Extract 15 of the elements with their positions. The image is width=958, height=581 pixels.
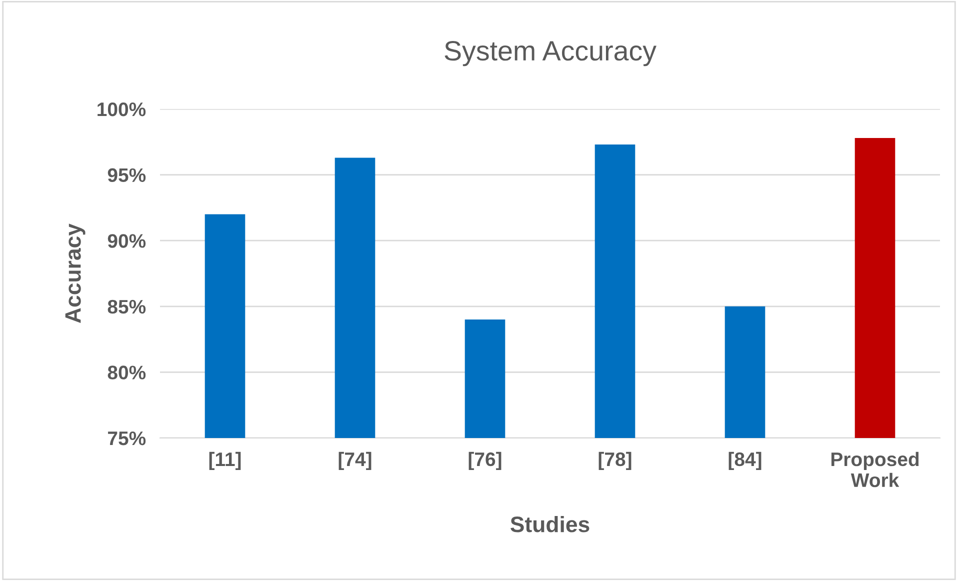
chart-title: System Accuracy (444, 40, 656, 66)
x-tick-label: [11] (209, 452, 241, 470)
y-tick-label: 85% (108, 300, 146, 314)
x-tick-label: Proposed Work (831, 452, 919, 488)
y-tick-label: 90% (108, 234, 146, 248)
x-tick-label: [76] (468, 452, 502, 470)
x-axis-title: Studies (510, 516, 590, 532)
y-tick-label: 80% (108, 366, 146, 380)
y-axis-title: Accuracy (65, 224, 86, 323)
x-tick-label: [78] (598, 452, 632, 470)
x-tick-label: [74] (338, 452, 372, 470)
y-tick-label: 95% (108, 168, 146, 182)
x-tick-label: [84] (728, 452, 762, 470)
y-tick-label: 75% (108, 432, 146, 446)
y-tick-label: 100% (98, 102, 146, 116)
